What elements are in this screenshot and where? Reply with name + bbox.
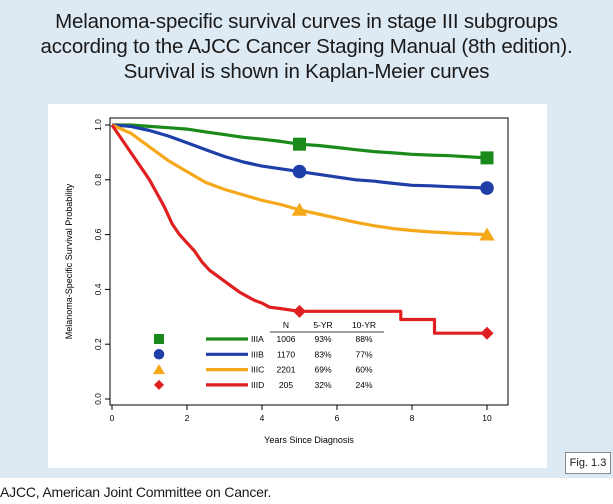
series-marker-iiia (480, 151, 494, 165)
series-line-iiib (111, 123, 488, 190)
legend-label-iiid: IIID (251, 380, 264, 390)
series-marker-iiid (293, 304, 306, 318)
table-n-iiic: 2201 (277, 365, 296, 375)
plot-frame (109, 117, 509, 406)
table-10yr-iiia: 88% (355, 334, 372, 344)
title-line-1: Melanoma-specific survival curves in sta… (55, 10, 558, 33)
y-tick-label: 0.4 (93, 283, 103, 295)
table-5yr-iiib: 83% (314, 349, 331, 359)
series-line-iiia (112, 123, 488, 160)
y-tick-label: 0.6 (93, 228, 103, 240)
series-marker-iiid (480, 326, 494, 340)
series-marker-iiib (292, 164, 307, 179)
table-n-iiid: 205 (279, 380, 293, 390)
table-header-n: N (283, 320, 289, 330)
title-line-2: according to the AJCC Cancer Staging Man… (40, 35, 573, 58)
table-n-iiia: 1006 (277, 334, 296, 344)
series-marker-iiic (291, 202, 308, 216)
table-header-10yr: 10-YR (352, 320, 376, 330)
x-tick-label: 10 (482, 413, 492, 423)
series-marker-iiib (480, 181, 494, 195)
table-5yr-iiic: 69% (314, 365, 331, 375)
legend-marker-iiid (154, 379, 164, 390)
table-10yr-iiic: 60% (355, 365, 372, 375)
x-tick-label: 4 (260, 413, 265, 423)
legend-label-iiib: IIIB (251, 349, 264, 359)
y-tick-label: 1.0 (93, 119, 103, 131)
table-10yr-iiib: 77% (355, 349, 372, 359)
legend-label-iiia: IIIA (251, 334, 264, 344)
x-axis-label: Years Since Diagnosis (264, 435, 354, 445)
plot-area: 0 2 4 6 8 10 0.0 0.2 0.4 0.6 0.8 1.0 Years Since Dia… (48, 104, 547, 468)
legend-marker-iiia (154, 334, 164, 344)
x-tick-label: 6 (335, 413, 340, 423)
legend-label-iiic: IIIC (251, 365, 264, 375)
table-n-iiib: 1170 (277, 349, 296, 359)
legend-marker-iiib (153, 349, 165, 360)
table-5yr-iiid: 32% (314, 380, 331, 390)
y-tick-label: 0.8 (93, 174, 103, 186)
y-tick-label: 0.2 (93, 338, 103, 350)
table-header-5yr: 5-YR (313, 320, 332, 330)
series-line-iiid (110, 124, 487, 335)
table-10yr-iiid: 24% (355, 380, 372, 390)
x-tick-label: 2 (185, 413, 190, 423)
km-chart: 0 2 4 6 8 10 0.0 0.2 0.4 0.6 0.8 1.0 Years Since Dia… (64, 117, 509, 445)
table-5yr-iiia: 93% (314, 334, 331, 344)
x-tick-label: 8 (410, 413, 415, 423)
legend-marker-iiic (153, 364, 165, 375)
figure-title: Melanoma-specific survival curves in sta… (10, 9, 603, 84)
y-tick-label: 0.0 (93, 393, 103, 405)
title-line-3: Survival is shown in Kaplan-Meier curves (123, 60, 490, 83)
y-axis-label: Melanoma-Specific Survival Probability (64, 183, 74, 339)
series-line-iiic (111, 123, 488, 237)
series-marker-iiia (293, 137, 306, 151)
footnote: AJCC, American Joint Committee on Cancer… (0, 484, 272, 500)
figure-tag: Fig. 1.3 (565, 452, 611, 474)
series-marker-iiic (479, 227, 495, 241)
x-tick-label: 0 (110, 413, 115, 423)
figure-panel: Melanoma-specific survival curves in sta… (0, 0, 613, 478)
